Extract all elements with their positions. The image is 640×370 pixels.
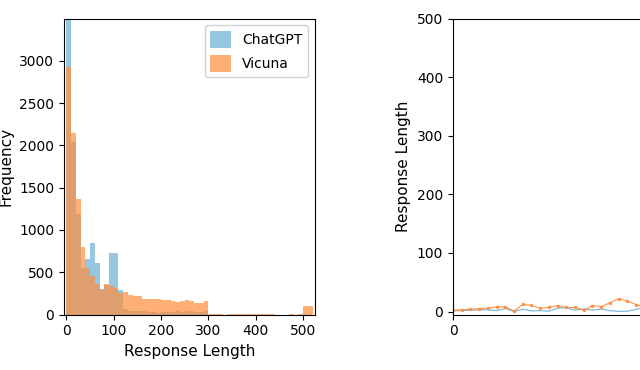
Y-axis label: Response Length: Response Length [396,101,412,232]
Bar [95,285,99,314]
Bar [170,302,175,314]
Bar [303,306,308,314]
Bar [180,312,185,314]
Bar [142,299,147,314]
Bar [308,306,312,314]
Bar [76,199,81,314]
Bar [199,303,204,314]
Bar [67,67,71,314]
Bar [194,303,199,314]
Bar [185,300,189,314]
Bar [152,312,156,314]
Bar [147,312,152,314]
Bar [185,312,189,314]
Bar [118,290,123,314]
Bar [71,133,76,314]
Bar [156,299,161,314]
Bar [152,299,156,314]
Bar [132,312,138,314]
Bar [156,313,161,314]
Legend: ChatGPT, Vicuna: ChatGPT, Vicuna [205,26,308,77]
Bar [99,289,104,314]
Bar [161,300,166,314]
Bar [85,259,90,314]
Bar [67,0,71,314]
Y-axis label: Frequency: Frequency [0,127,13,206]
Bar [109,286,114,314]
Bar [204,312,209,314]
Bar [81,247,85,314]
Bar [166,313,170,314]
Bar [90,276,95,314]
Bar [170,312,175,314]
X-axis label: Response Length: Response Length [124,344,255,359]
Bar [95,263,99,314]
Bar [147,299,152,314]
Bar [99,290,104,314]
Bar [161,312,166,314]
Bar [114,289,118,314]
Bar [204,301,209,314]
Bar [166,300,170,314]
Bar [128,295,132,314]
Bar [128,311,132,314]
Bar [189,301,194,314]
Bar [76,213,81,314]
Bar [138,296,142,314]
Bar [90,243,95,314]
Bar [71,142,76,314]
Bar [104,285,109,314]
Bar [142,312,147,314]
Bar [118,293,123,314]
Bar [123,309,128,314]
Bar [132,296,138,314]
Bar [175,302,180,314]
Bar [104,283,109,314]
Bar [180,301,185,314]
Bar [189,311,194,314]
Bar [175,310,180,314]
Bar [114,253,118,314]
Bar [85,268,90,314]
Bar [199,312,204,314]
Bar [138,311,142,314]
Bar [194,312,199,314]
Bar [109,253,114,314]
Bar [123,292,128,314]
Bar [81,269,85,314]
